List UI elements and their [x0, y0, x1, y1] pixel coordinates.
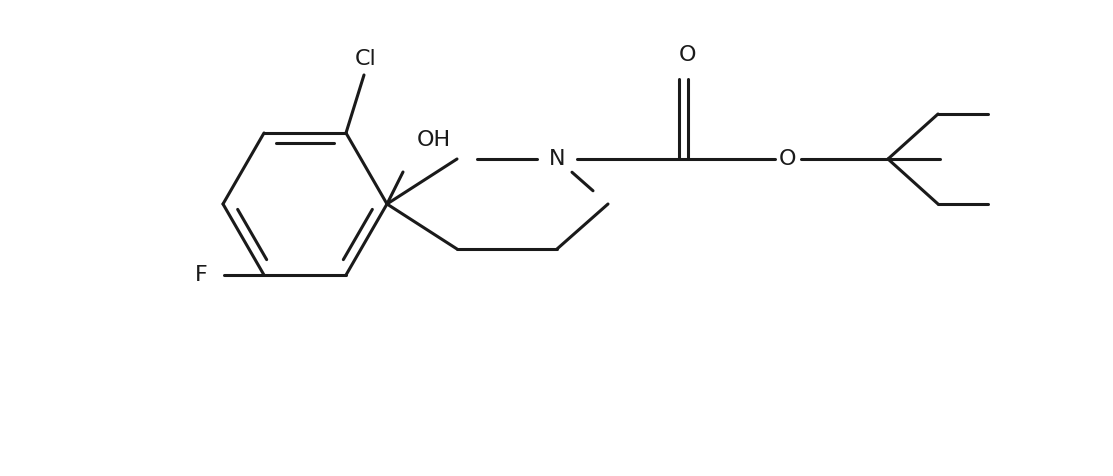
- Text: F: F: [195, 265, 208, 285]
- Text: OH: OH: [417, 130, 451, 150]
- Text: O: O: [679, 45, 697, 65]
- Text: Cl: Cl: [355, 49, 377, 69]
- Text: O: O: [779, 149, 797, 169]
- Text: N: N: [549, 149, 565, 169]
